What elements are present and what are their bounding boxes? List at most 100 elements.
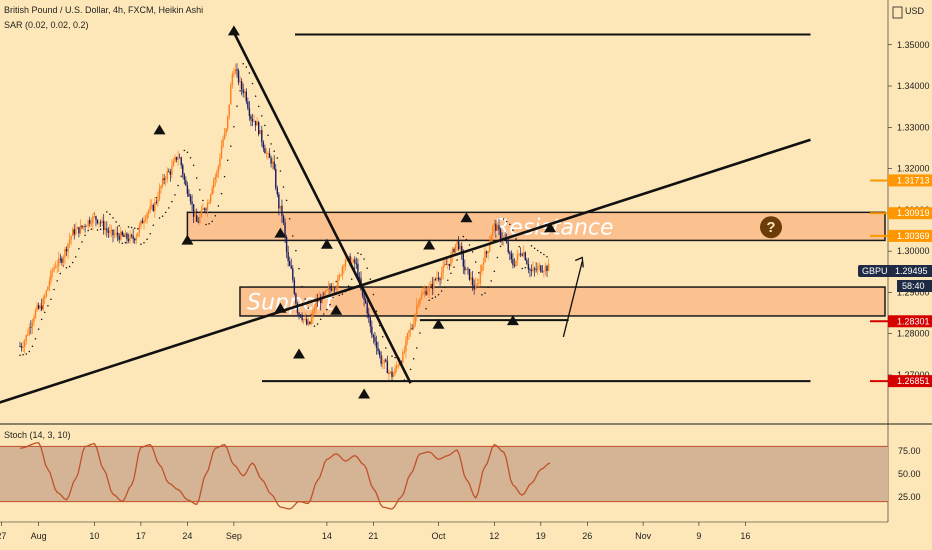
candle-body xyxy=(512,259,514,265)
candle-body xyxy=(445,263,447,265)
sar-dot xyxy=(335,280,337,283)
candle-body xyxy=(340,275,342,277)
sar-dot xyxy=(59,272,62,275)
candle-body xyxy=(33,317,35,323)
main-pane[interactable] xyxy=(0,0,888,420)
trendlines[interactable] xyxy=(0,31,811,408)
candle-body xyxy=(414,314,416,325)
sar-dot xyxy=(540,251,542,254)
sar-dot xyxy=(530,245,533,247)
sar-dot xyxy=(496,256,499,259)
candle-body xyxy=(112,229,114,236)
sar-dot xyxy=(512,229,514,231)
candle-body xyxy=(541,271,544,273)
candle-body xyxy=(366,302,368,314)
sar-dot xyxy=(447,279,449,281)
candle-body xyxy=(273,161,275,169)
candle-body xyxy=(124,233,127,237)
candle-body xyxy=(59,258,61,260)
candle-body xyxy=(171,166,173,175)
sar-dot xyxy=(372,293,375,296)
candle-body xyxy=(385,359,387,362)
heikin-ashi-candles xyxy=(19,63,550,381)
candle-body xyxy=(48,281,51,287)
candle-body xyxy=(126,233,128,240)
candle-body xyxy=(304,319,306,320)
candle-body xyxy=(355,263,358,265)
sar-dot xyxy=(369,278,372,280)
date-label: 14 xyxy=(322,531,332,541)
candle-body xyxy=(158,188,161,199)
support-zone[interactable] xyxy=(239,286,886,317)
candle-body xyxy=(386,361,389,374)
candle-body xyxy=(219,158,221,167)
sar-dot xyxy=(307,307,310,309)
candle-body xyxy=(330,288,333,291)
candle-body xyxy=(110,229,113,231)
sar-dot xyxy=(264,124,266,127)
sar-dot xyxy=(177,184,179,187)
sar-dot xyxy=(533,247,536,250)
candle-body xyxy=(70,235,72,240)
candle-body xyxy=(470,277,472,280)
date-label: 9 xyxy=(696,531,701,541)
candle-body xyxy=(315,300,317,309)
candle-body xyxy=(276,188,278,195)
candle-body xyxy=(161,178,164,186)
candle-body xyxy=(36,305,38,311)
sar-dot xyxy=(493,270,496,273)
candle-body xyxy=(513,264,516,266)
candle-body xyxy=(440,272,443,280)
sar-dot xyxy=(214,214,217,217)
candle-body xyxy=(92,216,94,224)
candle-body xyxy=(244,91,246,94)
candle-body xyxy=(420,294,423,299)
candle-body xyxy=(425,291,427,295)
candle-body xyxy=(39,305,41,309)
level-badge-text: 1.30919 xyxy=(897,208,930,218)
candle-body xyxy=(247,101,249,109)
stoch-line xyxy=(19,441,551,510)
candle-body xyxy=(352,259,354,262)
sar-dot xyxy=(211,220,213,223)
level-badge-text: 1.26851 xyxy=(897,376,930,386)
sar-dot xyxy=(261,115,263,117)
sar-dot xyxy=(47,305,49,307)
sar-dot xyxy=(137,228,139,230)
sar-dot xyxy=(465,238,468,241)
candle-body xyxy=(372,335,375,338)
candle-body xyxy=(434,279,437,280)
candle-body xyxy=(107,230,110,233)
candle-body xyxy=(183,174,185,181)
sar-dot xyxy=(121,242,124,244)
sar-dot xyxy=(350,278,353,280)
sar-dot xyxy=(304,298,306,300)
candle-body xyxy=(87,220,89,227)
svg-text:58:40: 58:40 xyxy=(902,281,925,291)
candle-body xyxy=(186,185,189,194)
date-label: 24 xyxy=(182,531,192,541)
sar-dot xyxy=(298,267,300,270)
sar-dot xyxy=(431,297,434,299)
candle-body xyxy=(547,263,550,272)
stoch-tick-label: 50.00 xyxy=(898,469,921,479)
time-axis[interactable] xyxy=(0,522,932,550)
candle-body xyxy=(543,271,545,273)
price-level-badges: 1.31713 1.30919 1.30369 1.28301 1.26851 xyxy=(870,174,932,388)
candle-body xyxy=(343,265,345,267)
candle-body xyxy=(335,287,337,290)
candle-body xyxy=(67,243,69,252)
level-badge-text: 1.30369 xyxy=(897,231,930,241)
candle-body xyxy=(313,308,316,311)
candle-body xyxy=(323,293,325,295)
candle-body xyxy=(157,198,159,203)
candle-body xyxy=(368,313,370,318)
candle-body xyxy=(453,249,455,253)
candle-body xyxy=(309,321,311,324)
candle-body xyxy=(510,253,513,260)
candle-body xyxy=(380,355,382,364)
sar-dot xyxy=(71,261,74,264)
currency-lock-icon[interactable] xyxy=(892,6,903,19)
sar-dot xyxy=(40,318,43,321)
